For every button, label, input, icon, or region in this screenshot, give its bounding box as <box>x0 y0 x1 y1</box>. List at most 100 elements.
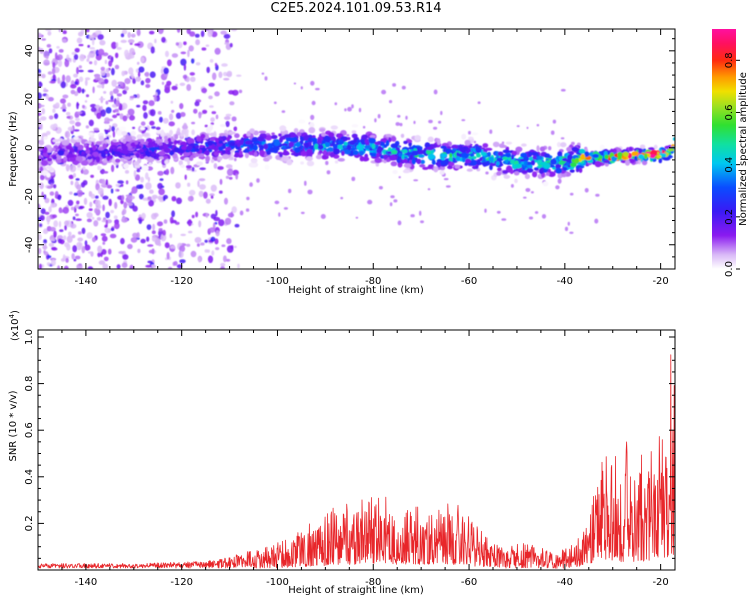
spectrogram-scatter-blob <box>145 182 152 190</box>
spectrogram-ridge-blob <box>306 149 313 154</box>
spectrogram-scatter-blob <box>170 248 175 252</box>
spectrogram-scatter-blob <box>129 95 136 99</box>
spectrogram-scatter-blob <box>117 180 124 184</box>
spectrogram-scatter-blob <box>209 193 215 197</box>
spectrogram-ridge-blob <box>120 157 125 162</box>
spectrogram-ridge-blob <box>628 146 633 152</box>
spectrogram-ridge-blob <box>72 160 80 165</box>
spectrogram-scatter-blob <box>175 112 182 119</box>
spectrogram-scatter-blob <box>111 67 115 76</box>
spectrogram-scatter-blob <box>137 248 141 254</box>
spectrogram-scatter-blob <box>153 212 159 218</box>
spectrogram-scatter-blob <box>151 235 157 242</box>
spectrogram-scatter-blob <box>64 224 67 231</box>
spectrogram-scatter-blob <box>89 61 93 65</box>
spectrogram-scatter-blob <box>85 29 90 33</box>
spectrogram-ridge-blob <box>58 138 63 142</box>
spectrogram-scatter-blob <box>47 71 53 75</box>
spectrogram-scatter-blob <box>100 109 106 117</box>
spectrogram-scatter-blob <box>110 209 114 214</box>
spectrogram-scatter-blob <box>81 227 86 234</box>
spectrogram-scatter-blob <box>69 120 75 125</box>
spectrogram-scatter-blob <box>526 126 529 130</box>
spectrogram-scatter-blob <box>38 32 42 39</box>
spectrogram-ridge-blob <box>257 136 265 142</box>
spectrogram-scatter-blob <box>209 59 214 63</box>
spectrogram-scatter-blob <box>74 204 80 209</box>
spectrogram-ridge-blob <box>198 153 205 158</box>
spectrogram-scatter-blob <box>194 33 200 38</box>
spectrogram-scatter-blob <box>158 228 163 232</box>
spectrogram-scatter-blob <box>121 29 128 35</box>
spectrogram-scatter-blob <box>235 173 239 180</box>
spectrogram-ridge-blob <box>168 141 174 145</box>
spectrogram-scatter-blob <box>42 242 47 251</box>
spectrogram-ridge-blob <box>427 136 434 143</box>
spectrogram-scatter-blob <box>52 61 56 69</box>
spectrogram-scatter-blob <box>39 215 45 221</box>
spectrogram-scatter-blob <box>95 183 100 191</box>
colorbar-tick-label: 0.2 <box>724 209 735 225</box>
y-tick-label: 0 <box>24 145 35 151</box>
spectrogram-scatter-blob <box>88 34 95 40</box>
spectrogram-scatter-blob <box>171 53 179 58</box>
spectrogram-scatter-blob <box>167 266 173 269</box>
spectrogram-scatter-blob <box>208 95 213 100</box>
spectrogram-scatter-blob <box>300 211 305 215</box>
spectrogram-ridge-blob <box>439 160 447 166</box>
spectrogram-scatter-blob <box>204 239 208 243</box>
spectrogram-scatter-blob <box>206 66 210 74</box>
spectrogram-ridge-blob <box>238 150 243 156</box>
spectrogram-scatter-blob <box>224 197 228 205</box>
spectrogram-scatter-blob <box>46 130 51 136</box>
spectrogram-ridge-blob <box>304 142 310 149</box>
spectrogram-scatter-blob <box>484 208 487 213</box>
spectrogram-ridge-blob <box>174 140 181 144</box>
spectrogram-scatter-blob <box>129 115 135 121</box>
spectrogram-scatter-blob <box>186 243 191 247</box>
spectrogram-ridge-blob <box>649 154 656 159</box>
spectrogram-ridge-blob <box>403 140 408 145</box>
snr-multiplier-exponent: 4 <box>8 313 16 318</box>
spectrogram-ridge-blob <box>341 150 345 156</box>
spectrogram-scatter-blob <box>152 223 156 231</box>
spectrogram-scatter-blob <box>138 219 142 224</box>
spectrogram-scatter-blob <box>124 49 129 58</box>
spectrogram-scatter-blob <box>65 257 69 263</box>
spectrogram-ridge-blob <box>639 144 646 150</box>
spectrogram-scatter-blob <box>179 82 186 87</box>
spectrogram-ridge-blob <box>524 173 531 180</box>
colorbar-tick-label: 0.6 <box>724 105 735 121</box>
spectrogram-scatter-blob <box>68 174 74 180</box>
spectrogram-scatter-blob <box>209 105 214 108</box>
spectrogram-scatter-blob <box>163 67 169 75</box>
spectrogram-scatter-blob <box>69 164 77 173</box>
spectrogram-scatter-blob <box>124 78 131 85</box>
spectrogram-scatter-blob <box>107 99 115 103</box>
spectrogram-scatter-blob <box>173 261 178 266</box>
spectrogram-ridge-blob <box>369 134 376 139</box>
spectrogram-ridge-blob <box>361 156 370 162</box>
spectrogram-ridge-blob <box>471 156 477 160</box>
spectrogram-ridge-blob <box>221 149 226 154</box>
spectrogram-scatter-blob <box>124 170 130 174</box>
spectrogram-scatter-blob <box>82 166 86 171</box>
spectrogram-ridge-blob <box>542 181 549 187</box>
spectrogram-ridge-blob <box>218 145 224 152</box>
spectrogram-ridge-blob <box>140 126 146 131</box>
spectrogram-scatter-blob <box>245 208 250 212</box>
spectrogram-ridge-blob <box>379 141 385 147</box>
spectrogram-scatter-blob <box>135 76 142 82</box>
spectrogram-scatter-blob <box>78 65 83 69</box>
spectrogram-scatter-blob <box>114 64 120 70</box>
spectrogram-ridge-blob <box>143 141 150 145</box>
spectrogram-scatter-blob <box>53 220 59 228</box>
spectrogram-scatter-blob <box>410 214 415 218</box>
spectrogram-scatter-blob <box>223 77 230 81</box>
spectrogram-scatter-blob <box>40 174 45 181</box>
spectrogram-ridge-blob <box>279 153 283 158</box>
spectrogram-scatter-blob <box>231 206 237 214</box>
spectrogram-scatter-blob <box>142 100 149 105</box>
spectrogram-ridge-blob <box>158 142 163 147</box>
